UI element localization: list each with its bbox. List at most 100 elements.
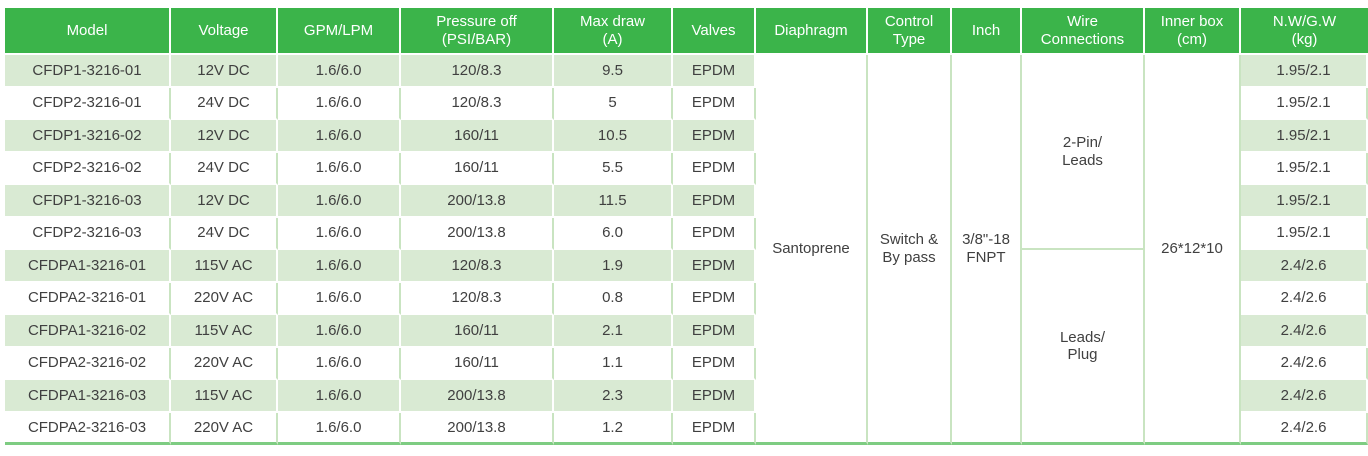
cell-valves: EPDM <box>673 250 756 283</box>
cell-nw_gw: 1.95/2.1 <box>1241 217 1368 250</box>
cell-nw_gw: 2.4/2.6 <box>1241 412 1368 445</box>
cell-nw_gw: 1.95/2.1 <box>1241 55 1368 88</box>
cell-voltage: 24V DC <box>171 87 278 120</box>
cell-voltage: 24V DC <box>171 152 278 185</box>
cell-pressure_off: 200/13.8 <box>401 412 554 445</box>
cell-valves: EPDM <box>673 380 756 413</box>
cell-model: CFDPA2-3216-01 <box>5 282 171 315</box>
header-cell-gpm_lpm: GPM/LPM <box>278 8 401 55</box>
cell-max_draw: 11.5 <box>554 185 673 218</box>
cell-max_draw: 2.3 <box>554 380 673 413</box>
cell-pressure_off: 200/13.8 <box>401 217 554 250</box>
cell-voltage: 220V AC <box>171 347 278 380</box>
cell-voltage: 24V DC <box>171 217 278 250</box>
cell-pressure_off: 200/13.8 <box>401 185 554 218</box>
cell-valves: EPDM <box>673 315 756 348</box>
cell-max_draw: 10.5 <box>554 120 673 153</box>
cell-nw_gw: 2.4/2.6 <box>1241 250 1368 283</box>
spec-table-body: CFDP1-3216-01 12V DC 1.6/6.0 120/8.3 9.5 EPDM… <box>5 55 1368 445</box>
header-cell-nw_gw: N.W/G.W (kg) <box>1241 8 1368 55</box>
cell-gpm_lpm: 1.6/6.0 <box>278 380 401 413</box>
cell-wire_connections: 2-Pin/ Leads <box>1022 55 1145 250</box>
cell-gpm_lpm: 1.6/6.0 <box>278 87 401 120</box>
cell-max_draw: 5 <box>554 87 673 120</box>
cell-valves: EPDM <box>673 412 756 445</box>
cell-gpm_lpm: 1.6/6.0 <box>278 55 401 88</box>
table-row: CFDP1-3216-01 12V DC 1.6/6.0 120/8.3 9.5 EPDM… <box>5 55 1368 445</box>
table-row: CFDP2-3216-03 24V DC 1.6/6.0 200/13.8 6.0 EPD… <box>5 217 1368 250</box>
cell-gpm_lpm: 1.6/6.0 <box>278 347 401 380</box>
cell-gpm_lpm: 1.6/6.0 <box>278 412 401 445</box>
cell-pressure_off: 120/8.3 <box>401 87 554 120</box>
table-row: CFDPA1-3216-03 115V AC 1.6/6.0 200/13.8 2.3 E… <box>5 380 1368 413</box>
cell-max_draw: 6.0 <box>554 217 673 250</box>
header-cell-diaphragm: Diaphragm <box>756 8 868 55</box>
cell-model: CFDP2-3216-02 <box>5 152 171 185</box>
cell-pressure_off: 160/11 <box>401 347 554 380</box>
cell-model: CFDPA2-3216-03 <box>5 412 171 445</box>
cell-valves: EPDM <box>673 185 756 218</box>
cell-model: CFDPA1-3216-03 <box>5 380 171 413</box>
cell-nw_gw: 1.95/2.1 <box>1241 152 1368 185</box>
header-row: Model Voltage GPM/LPM Pressure off (PSI/BAR… <box>5 8 1368 55</box>
header-cell-control_type: Control Type <box>868 8 952 55</box>
cell-gpm_lpm: 1.6/6.0 <box>278 185 401 218</box>
cell-valves: EPDM <box>673 55 756 88</box>
cell-pressure_off: 120/8.3 <box>401 250 554 283</box>
cell-nw_gw: 1.95/2.1 <box>1241 185 1368 218</box>
cell-wire_connections: Leads/ Plug <box>1022 250 1145 445</box>
cell-nw_gw: 2.4/2.6 <box>1241 347 1368 380</box>
cell-max_draw: 0.8 <box>554 282 673 315</box>
cell-model: CFDPA2-3216-02 <box>5 347 171 380</box>
cell-voltage: 220V AC <box>171 412 278 445</box>
cell-max_draw: 1.9 <box>554 250 673 283</box>
cell-max_draw: 1.1 <box>554 347 673 380</box>
header-cell-pressure_off: Pressure off (PSI/BAR) <box>401 8 554 55</box>
cell-model: CFDPA1-3216-01 <box>5 250 171 283</box>
cell-valves: EPDM <box>673 347 756 380</box>
header-cell-max_draw: Max draw (A) <box>554 8 673 55</box>
cell-pressure_off: 120/8.3 <box>401 282 554 315</box>
table-row: CFDP2-3216-02 24V DC 1.6/6.0 160/11 5.5 EPDM 1… <box>5 152 1368 185</box>
table-row: CFDPA1-3216-01 115V AC 1.6/6.0 120/8.3 1.9 EP… <box>5 250 1368 445</box>
cell-nw_gw: 1.95/2.1 <box>1241 120 1368 153</box>
cell-max_draw: 2.1 <box>554 315 673 348</box>
cell-pressure_off: 160/11 <box>401 120 554 153</box>
cell-voltage: 115V AC <box>171 315 278 348</box>
cell-pressure_off: 160/11 <box>401 315 554 348</box>
table-row: CFDPA2-3216-02 220V AC 1.6/6.0 160/11 1.1 EPD… <box>5 347 1368 380</box>
cell-max_draw: 5.5 <box>554 152 673 185</box>
cell-inner_box: 26*12*10 <box>1145 55 1241 445</box>
cell-gpm_lpm: 1.6/6.0 <box>278 152 401 185</box>
cell-nw_gw: 2.4/2.6 <box>1241 380 1368 413</box>
cell-max_draw: 1.2 <box>554 412 673 445</box>
cell-pressure_off: 200/13.8 <box>401 380 554 413</box>
table-row: CFDP1-3216-02 12V DC 1.6/6.0 160/11 10.5 EPDM… <box>5 120 1368 153</box>
header-cell-voltage: Voltage <box>171 8 278 55</box>
cell-valves: EPDM <box>673 217 756 250</box>
table-row: CFDPA2-3216-01 220V AC 1.6/6.0 120/8.3 0.8 EP… <box>5 282 1368 315</box>
cell-pressure_off: 120/8.3 <box>401 55 554 88</box>
cell-valves: EPDM <box>673 120 756 153</box>
cell-voltage: 220V AC <box>171 282 278 315</box>
cell-diaphragm: Santoprene <box>756 55 868 445</box>
pump-spec-table: Model Voltage GPM/LPM Pressure off (PSI/BAR… <box>5 8 1368 445</box>
cell-nw_gw: 2.4/2.6 <box>1241 315 1368 348</box>
cell-voltage: 12V DC <box>171 55 278 88</box>
cell-max_draw: 9.5 <box>554 55 673 88</box>
cell-model: CFDP2-3216-03 <box>5 217 171 250</box>
cell-model: CFDP2-3216-01 <box>5 87 171 120</box>
cell-gpm_lpm: 1.6/6.0 <box>278 250 401 283</box>
header-cell-inch: Inch <box>952 8 1022 55</box>
cell-valves: EPDM <box>673 87 756 120</box>
cell-nw_gw: 2.4/2.6 <box>1241 282 1368 315</box>
table-row: CFDP2-3216-01 24V DC 1.6/6.0 120/8.3 5 EPDM 1.… <box>5 87 1368 120</box>
cell-voltage: 12V DC <box>171 120 278 153</box>
cell-model: CFDP1-3216-03 <box>5 185 171 218</box>
cell-valves: EPDM <box>673 282 756 315</box>
cell-model: CFDPA1-3216-02 <box>5 315 171 348</box>
table-row: CFDPA2-3216-03 220V AC 1.6/6.0 200/13.8 1.2 E… <box>5 412 1368 445</box>
cell-pressure_off: 160/11 <box>401 152 554 185</box>
spec-table-header: Model Voltage GPM/LPM Pressure off (PSI/BAR… <box>5 8 1368 55</box>
cell-inch: 3/8"-18 FNPT <box>952 55 1022 445</box>
